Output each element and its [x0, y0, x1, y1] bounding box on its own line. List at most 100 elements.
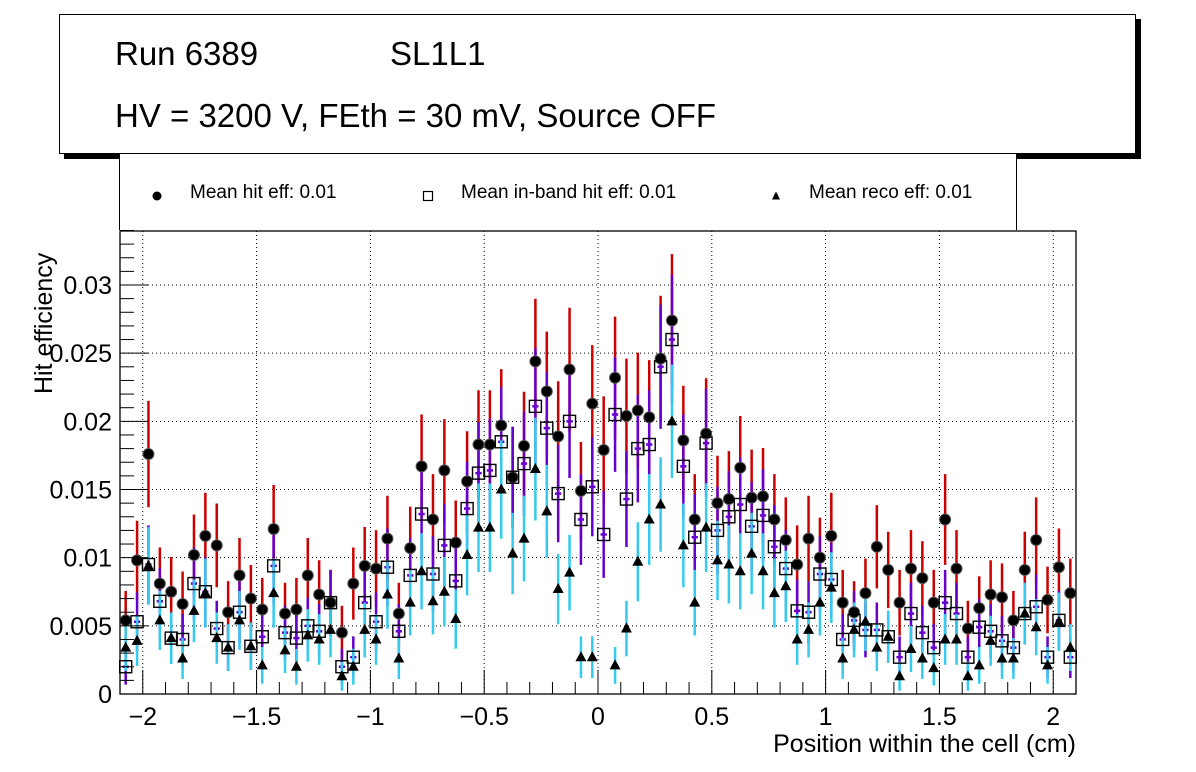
data-point-inband — [369, 615, 383, 629]
data-point-hit — [654, 352, 667, 365]
data-point-inband — [801, 605, 816, 619]
data-point-hit — [984, 588, 997, 601]
data-point-reco — [768, 587, 780, 598]
data-point-inband — [915, 625, 930, 640]
y-tick-label: 0.015 — [49, 477, 112, 505]
data-point-reco — [290, 660, 302, 671]
tick-labels: −2 −1.5 −1 −0.5 0 0.5 1 1.5 2 0 0.005 0.01 0.015 0.02… — [49, 272, 1060, 731]
data-point-hit — [153, 577, 166, 590]
data-point-inband — [983, 624, 998, 638]
data-point-inband — [744, 519, 759, 534]
data-point-hit — [244, 592, 257, 605]
data-point-reco — [928, 662, 940, 673]
data-point-reco — [416, 565, 428, 576]
data-point-inband — [175, 632, 190, 647]
plot-frame — [119, 230, 1077, 695]
data-point-reco — [359, 623, 371, 634]
data-point-inband — [790, 604, 804, 618]
data-point-inband — [653, 360, 668, 374]
data-point-hit — [950, 562, 963, 575]
data-point-hit — [495, 419, 508, 432]
data-point-hit — [461, 475, 474, 488]
data-point-inband — [346, 650, 361, 664]
data-point-reco — [894, 670, 906, 681]
data-point-hit — [210, 539, 223, 552]
data-point-hit — [609, 371, 622, 384]
data-point-reco — [529, 463, 541, 474]
data-point-reco — [803, 623, 815, 634]
data-point-reco — [848, 623, 860, 634]
data-point-reco — [1019, 607, 1031, 618]
data-point-hit — [643, 411, 656, 424]
filled-triangle-icon — [772, 191, 780, 200]
data-point-reco — [541, 505, 553, 516]
data-point-reco — [234, 614, 245, 625]
data-point-inband — [153, 594, 167, 608]
data-point-reco — [871, 641, 883, 652]
data-point-hit — [1018, 563, 1031, 576]
data-point-hit — [904, 562, 917, 575]
data-point-inband — [961, 650, 975, 664]
data-point-hit — [483, 438, 496, 451]
data-point-hit — [199, 529, 212, 542]
data-point-reco — [985, 634, 997, 645]
data-point-hit — [324, 596, 337, 609]
data-point-reco — [677, 539, 689, 550]
data-point-reco — [905, 643, 917, 654]
data-point-hit — [165, 585, 178, 598]
data-point-inband — [1040, 650, 1055, 664]
data-point-hit — [335, 626, 348, 639]
data-point-hit — [438, 464, 451, 477]
data-point-inband — [676, 459, 691, 474]
data-point-reco — [495, 483, 507, 494]
data-point-reco — [1064, 641, 1076, 652]
x-tick-label: −0.5 — [460, 703, 509, 731]
data-point-reco — [552, 583, 564, 594]
y-tick-label: 0.005 — [49, 613, 112, 641]
data-point-reco — [712, 554, 723, 565]
data-point-hit — [381, 532, 394, 545]
x-axis-label: Position within the cell (cm) — [773, 730, 1076, 758]
data-point-inband — [972, 620, 986, 634]
data-point-inband — [756, 508, 770, 523]
data-point-inband — [835, 632, 850, 647]
data-point-hit — [1007, 614, 1020, 627]
data-point-hit — [1064, 587, 1077, 600]
data-point-inband — [892, 650, 907, 664]
data-point-reco — [165, 632, 177, 643]
data-point-reco — [507, 547, 519, 558]
data-point-hit — [552, 430, 565, 443]
data-point-hit — [916, 572, 929, 585]
data-point-inband — [904, 606, 918, 621]
data-point-hit — [449, 536, 462, 549]
data-point-hit — [848, 606, 861, 619]
data-point-reco — [734, 565, 746, 576]
data-point-inband — [403, 568, 417, 583]
data-point-inband — [562, 414, 577, 429]
data-point-reco — [211, 632, 223, 643]
data-point-inband — [118, 660, 133, 674]
data-point-inband — [494, 435, 508, 449]
data-point-inband — [1018, 606, 1032, 621]
x-tick-label: −1.5 — [232, 703, 281, 731]
data-point-inband — [733, 497, 747, 512]
data-point-reco — [564, 566, 576, 577]
y-tick-label: 0.025 — [49, 340, 112, 368]
data-point-inband — [323, 595, 338, 610]
data-point-reco — [518, 532, 530, 543]
data-point-inband — [1006, 640, 1021, 655]
data-point-hit — [176, 598, 189, 611]
data-point-reco — [325, 623, 337, 634]
y-axis-label: Hit efficiency — [30, 252, 58, 394]
data-point-hit — [1052, 561, 1065, 574]
data-point-reco — [916, 652, 928, 663]
data-point-inband — [1052, 613, 1066, 628]
data-point-hit — [711, 497, 724, 510]
data-point-reco — [256, 659, 268, 670]
data-point-hit — [370, 562, 383, 575]
data-point-inband — [483, 463, 497, 478]
data-point-hit — [222, 606, 235, 619]
data-point-inband — [210, 621, 224, 636]
data-point-inband — [995, 634, 1009, 648]
data-point-hit — [813, 551, 826, 564]
